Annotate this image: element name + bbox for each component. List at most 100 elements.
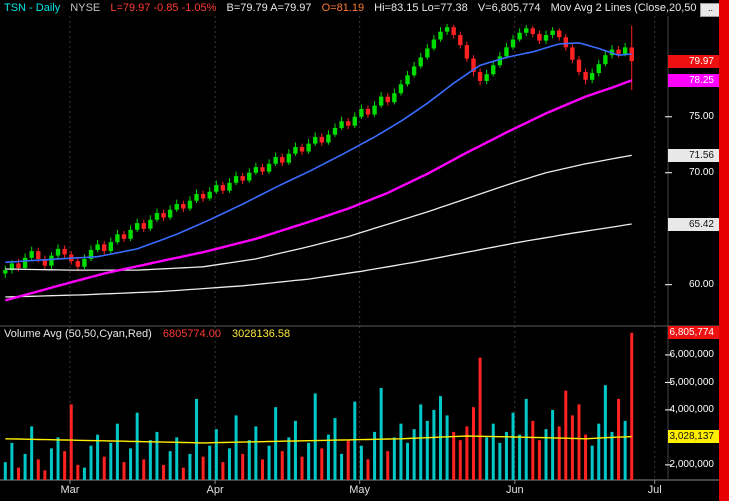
candle-body xyxy=(405,75,410,85)
candle-body xyxy=(359,108,364,117)
candle-body xyxy=(88,249,94,259)
volume-bar xyxy=(617,398,621,480)
candle-body xyxy=(154,213,160,220)
candle-body xyxy=(372,105,377,115)
candle-body xyxy=(161,213,166,218)
volume-bar xyxy=(491,423,495,480)
volume-bar xyxy=(162,464,166,480)
volume-bar xyxy=(478,357,482,480)
volume-bar xyxy=(10,442,14,480)
volume-bar xyxy=(590,445,594,480)
candle-body xyxy=(102,244,107,252)
volume-bar xyxy=(557,426,561,480)
volume-bar xyxy=(69,404,73,480)
candle-body xyxy=(319,136,325,143)
volume-bar xyxy=(511,412,515,480)
volume-bar xyxy=(89,445,93,480)
volume-bar xyxy=(359,445,363,480)
candle-body xyxy=(378,96,384,106)
ma-200-line xyxy=(5,223,632,298)
candle-body xyxy=(537,33,542,41)
indicator-more-button[interactable]: .. xyxy=(700,3,721,17)
candle-body xyxy=(141,223,146,229)
volume-bar xyxy=(63,451,67,480)
ma-50-line xyxy=(4,79,633,302)
candle-body xyxy=(293,146,298,154)
volume-bar xyxy=(102,456,106,480)
volume-bar xyxy=(300,456,304,480)
volume-bar xyxy=(531,420,535,480)
volume-bar xyxy=(524,398,528,480)
volume-bar xyxy=(386,451,390,480)
candle-body xyxy=(425,48,430,58)
volume-bar xyxy=(155,431,159,480)
volume-bar xyxy=(201,456,205,480)
candle-body xyxy=(9,263,15,271)
volume-bar xyxy=(399,423,403,480)
candle-body xyxy=(227,182,232,191)
candle-body xyxy=(266,163,272,172)
volume-bar xyxy=(320,448,324,480)
candle-body xyxy=(616,49,621,55)
candle-body xyxy=(82,258,87,267)
volume-bar xyxy=(142,459,146,480)
candle-body xyxy=(240,176,245,181)
volume-bar xyxy=(43,470,47,480)
candle-body xyxy=(451,27,456,36)
candle-body xyxy=(207,191,212,199)
candle-body xyxy=(115,234,120,243)
volume-bar xyxy=(564,390,568,480)
volume-bar xyxy=(287,437,291,480)
candle-body xyxy=(62,248,67,255)
volume-bar xyxy=(353,401,357,480)
candle-body xyxy=(517,32,522,40)
candle-body xyxy=(16,263,21,268)
ma-100-line xyxy=(5,154,632,271)
candle-body xyxy=(233,176,239,183)
candle-body xyxy=(418,57,423,67)
candle-body xyxy=(603,55,608,65)
volume-bar xyxy=(23,453,27,480)
volume-bar xyxy=(234,415,238,480)
volume-bar xyxy=(168,451,172,480)
volume-bar xyxy=(247,440,251,480)
volume-bar xyxy=(221,462,225,480)
volume-bar xyxy=(373,431,377,480)
candle-body xyxy=(280,157,285,163)
candle-body xyxy=(589,73,595,80)
candle-body xyxy=(29,251,34,258)
candle-body xyxy=(550,30,555,36)
candle-body xyxy=(55,248,61,256)
candle-body xyxy=(458,35,463,46)
volume-bar xyxy=(122,462,126,480)
candle-body xyxy=(3,270,8,274)
volume-bar xyxy=(610,431,614,480)
candle-body xyxy=(36,251,41,259)
volume-bar xyxy=(76,464,80,480)
candle-body xyxy=(398,84,404,94)
volume-bar xyxy=(366,459,370,480)
volume-bar xyxy=(254,426,258,480)
volume-bar xyxy=(181,467,185,480)
candle-body xyxy=(194,194,199,201)
volume-bar xyxy=(307,442,311,480)
candle-body xyxy=(491,65,496,75)
candle-body xyxy=(299,146,305,152)
volume-bar xyxy=(458,440,462,480)
volume-bar xyxy=(208,445,212,480)
volume-bar xyxy=(148,440,152,480)
volume-bar xyxy=(129,448,133,480)
volume-bar xyxy=(56,437,60,480)
volume-bar xyxy=(425,420,429,480)
candle-body xyxy=(134,223,140,230)
candle-body xyxy=(556,30,562,38)
volume-bar xyxy=(260,459,264,480)
volume-bar xyxy=(30,426,34,480)
volume-bar xyxy=(340,453,344,480)
candle-body xyxy=(332,127,338,135)
candle-body xyxy=(108,242,114,252)
candle-body xyxy=(95,244,100,250)
volume-bar xyxy=(551,409,555,480)
candle-body xyxy=(214,185,219,192)
